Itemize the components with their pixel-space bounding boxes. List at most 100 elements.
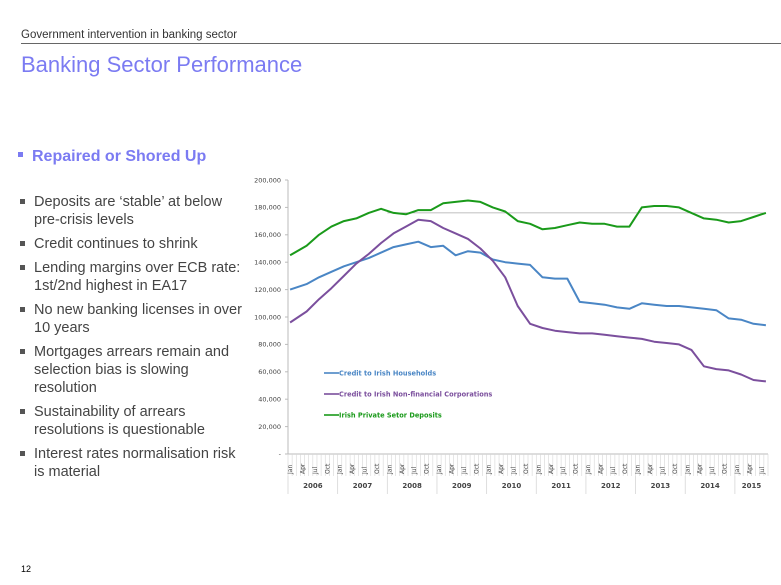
page-number: 12 — [21, 564, 32, 574]
series-line-credit-to-irish-households — [289, 240, 767, 327]
y-tick-label: 60,000 — [258, 368, 281, 376]
x-month-label: Oct — [622, 463, 629, 474]
y-tick-label: 140,000 — [254, 259, 281, 267]
bullet-text: Mortgages arrears remain and selection b… — [34, 344, 230, 396]
x-month-label: Oct — [374, 463, 381, 474]
x-month-label: Jul — [659, 466, 666, 475]
x-month-label: Jan — [287, 465, 294, 475]
x-month-label: Jul — [411, 466, 418, 475]
bullet-item: Mortgages arrears remain and selection b… — [18, 343, 248, 397]
x-year-label: 2012 — [601, 482, 621, 490]
x-month-label: Oct — [722, 463, 729, 474]
section-heading-text: Repaired or Shored Up — [32, 148, 207, 165]
bullet-list: Deposits are ‘stable’ at below pre-crisi… — [18, 193, 248, 487]
y-tick-label: 80,000 — [258, 341, 281, 349]
bullet-square-icon — [20, 265, 25, 270]
y-tick-label: 100,000 — [254, 313, 281, 321]
x-month-label: Jan — [585, 465, 592, 475]
bullet-square-icon — [20, 349, 25, 354]
x-month-label: Apr — [647, 463, 654, 474]
x-month-label: Jul — [461, 466, 468, 475]
x-month-label: Apr — [498, 463, 505, 474]
x-month-label: Oct — [473, 463, 480, 474]
y-tick-label: 180,000 — [254, 204, 281, 212]
legend-label: Credit to Irish Non-financial Corporatio… — [339, 390, 492, 398]
line-chart: - 20,000 40,000 60,000 80,000 100,000 120,000 1… — [254, 176, 769, 494]
legend-label: Irish Private Setor Deposits — [339, 411, 442, 419]
x-month-label: Apr — [548, 463, 555, 474]
x-axis: Jan Apr Jul Oct Jan Apr Jul Oct Jan Apr Jul Oct Jan A… — [287, 453, 769, 494]
x-month-label: Jan — [684, 465, 691, 475]
x-month-label: Apr — [697, 463, 704, 474]
x-month-label: Jan — [486, 465, 493, 475]
bullet-text: Deposits are ‘stable’ at below pre-crisi… — [34, 194, 223, 228]
x-month-label: Jul — [709, 466, 716, 475]
bullet-text: Interest rates normalisation risk is mat… — [34, 446, 236, 480]
x-month-label: Apr — [299, 463, 306, 474]
x-month-label: Oct — [523, 463, 530, 474]
y-tick-label: 160,000 — [254, 231, 281, 239]
x-month-label: Apr — [399, 463, 406, 474]
x-year-label: 2006 — [303, 482, 323, 490]
header-divider — [21, 43, 781, 44]
y-tick-label: 40,000 — [258, 396, 281, 404]
x-month-label: Jul — [759, 466, 766, 475]
x-year-label: 2011 — [551, 482, 571, 490]
bullet-text: No new banking licenses in over 10 years — [34, 302, 242, 336]
series-line-credit-to-irish-non-financial-corporations — [289, 218, 767, 383]
x-month-label: Jan — [436, 465, 443, 475]
x-year-label: 2007 — [353, 482, 373, 490]
y-tick-label: - — [279, 450, 282, 458]
x-year-label: 2013 — [651, 482, 671, 490]
x-month-label: Apr — [349, 463, 356, 474]
page-title: Banking Sector Performance — [21, 52, 303, 77]
x-month-label: Jul — [610, 466, 617, 475]
x-month-label: Oct — [672, 463, 679, 474]
legend: Credit to Irish Households Credit to Iris… — [324, 369, 492, 419]
x-year-label: 2015 — [742, 482, 762, 490]
bullet-item: Sustainability of arrears resolutions is… — [18, 403, 248, 439]
bullet-square-icon — [20, 199, 25, 204]
bullet-square-icon — [20, 241, 25, 246]
x-year-label: 2009 — [452, 482, 472, 490]
x-year-label: 2008 — [402, 482, 422, 490]
bullet-square-icon — [20, 307, 25, 312]
bullet-item: No new banking licenses in over 10 years — [18, 301, 248, 337]
x-month-label: Jan — [635, 465, 642, 475]
bullet-text: Sustainability of arrears resolutions is… — [34, 404, 205, 438]
bullet-text: Lending margins over ECB rate: 1st/2nd h… — [34, 260, 241, 294]
y-axis: - 20,000 40,000 60,000 80,000 100,000 120,000 1… — [254, 176, 289, 458]
x-month-label: Jul — [312, 466, 319, 475]
bullet-square-icon — [18, 152, 23, 158]
x-month-label: Apr — [746, 463, 753, 474]
bullet-square-icon — [20, 451, 25, 456]
x-month-label: Oct — [573, 463, 580, 474]
bullet-item: Deposits are ‘stable’ at below pre-crisi… — [18, 193, 248, 229]
series-group — [289, 199, 767, 383]
x-year-label: 2010 — [502, 482, 522, 490]
legend-label: Credit to Irish Households — [339, 369, 436, 377]
x-year-label: 2014 — [700, 482, 720, 490]
x-month-label: Jul — [362, 466, 369, 475]
x-month-label: Apr — [597, 463, 604, 474]
section-heading: Repaired or Shored Up — [18, 148, 206, 166]
bullet-text: Credit continues to shrink — [34, 236, 198, 252]
x-month-label: Jan — [535, 465, 542, 475]
x-month-label: Apr — [448, 463, 455, 474]
x-month-label: Jan — [734, 465, 741, 475]
bullet-item: Credit continues to shrink — [18, 235, 248, 253]
x-month-label: Oct — [324, 463, 331, 474]
x-month-label: Jul — [511, 466, 518, 475]
section-subtitle: Government intervention in banking secto… — [21, 29, 238, 41]
bullet-item: Interest rates normalisation risk is mat… — [18, 445, 248, 481]
x-month-label: Jul — [560, 466, 567, 475]
y-tick-label: 120,000 — [254, 286, 281, 294]
series-line-irish-private-setor-deposits — [289, 199, 767, 257]
x-month-label: Oct — [424, 463, 431, 474]
bullet-square-icon — [20, 409, 25, 414]
x-month-label: Jan — [337, 465, 344, 475]
y-tick-label: 20,000 — [258, 423, 281, 431]
x-month-label: Jan — [386, 465, 393, 475]
y-tick-label: 200,000 — [254, 176, 281, 184]
bullet-item: Lending margins over ECB rate: 1st/2nd h… — [18, 259, 248, 295]
